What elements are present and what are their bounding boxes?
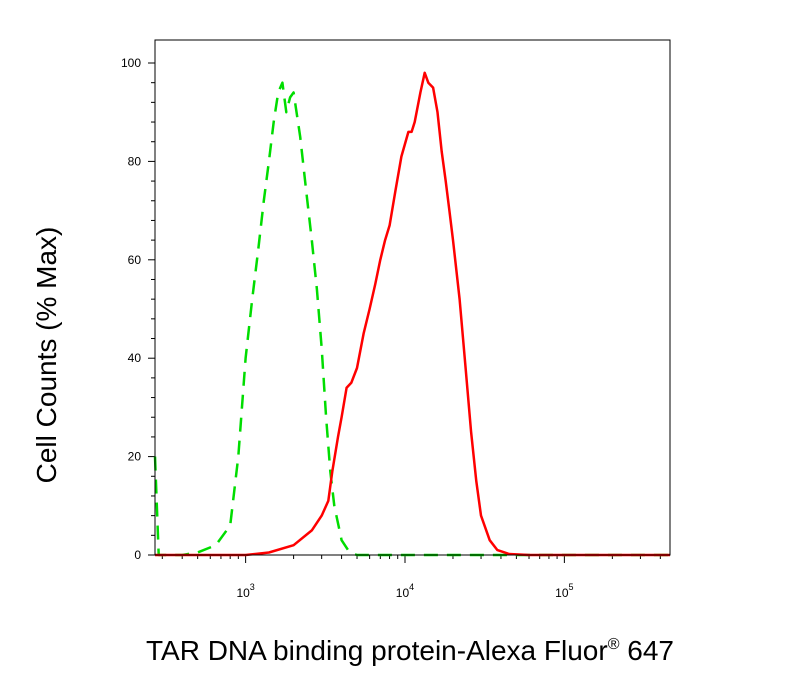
x-axis-title-suffix: 647 bbox=[619, 635, 674, 666]
sample-histogram-line bbox=[155, 71, 670, 557]
control-histogram-line bbox=[153, 81, 670, 557]
x-tick-exponent: 3 bbox=[250, 582, 255, 592]
series-layer bbox=[153, 71, 670, 557]
x-tick-base: 10 bbox=[236, 586, 250, 600]
x-axis-ticks: 103 104 105 bbox=[161, 555, 661, 600]
y-tick-label: 100 bbox=[121, 56, 141, 70]
y-tick-label: 20 bbox=[128, 450, 142, 464]
x-tick-exponent: 4 bbox=[409, 582, 414, 592]
plot-frame bbox=[154, 39, 671, 556]
y-tick-label: 60 bbox=[128, 253, 142, 267]
x-axis-title-main: TAR DNA binding protein-Alexa Fluor bbox=[146, 635, 608, 666]
x-axis-title: TAR DNA binding protein-Alexa Fluor® 647 bbox=[146, 635, 674, 666]
y-axis-ticks: 0 20 40 60 80 100 bbox=[121, 56, 155, 562]
y-axis-title: Cell Counts (% Max) bbox=[31, 227, 62, 484]
x-tick-label: 104 bbox=[396, 582, 414, 600]
y-tick-label: 40 bbox=[128, 351, 142, 365]
x-tick-base: 10 bbox=[555, 586, 569, 600]
y-tick-label: 0 bbox=[134, 548, 141, 562]
x-tick-base: 10 bbox=[396, 586, 410, 600]
x-tick-exponent: 5 bbox=[569, 582, 574, 592]
y-tick-label: 80 bbox=[128, 154, 142, 168]
x-tick-label: 105 bbox=[555, 582, 573, 600]
x-tick-label: 103 bbox=[236, 582, 254, 600]
registered-mark: ® bbox=[608, 636, 620, 653]
